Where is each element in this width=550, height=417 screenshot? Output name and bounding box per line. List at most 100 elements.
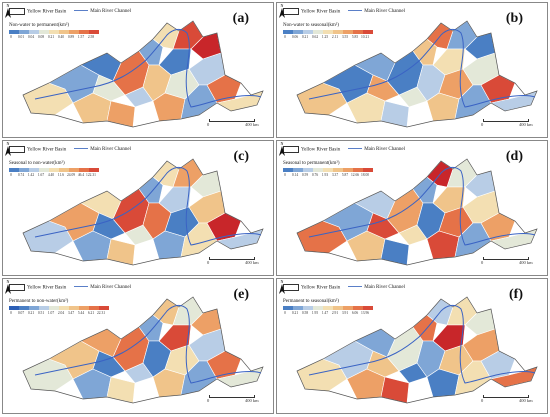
ramp-swatch [39,30,49,34]
ramp-swatch [343,30,353,34]
basin-outline [22,296,264,404]
ramp-swatch [293,168,303,172]
basin-swatch [283,146,299,153]
ramp-swatch [59,30,69,34]
color-scale-title: Seasonal to permanent(km²) [283,161,340,166]
ramp-swatch [79,168,89,172]
channel-swatch [348,148,363,150]
legend-channel: Main River Channel [348,285,405,290]
ramp-swatch [303,306,313,310]
sub-basin-region [106,100,136,128]
ramp-break-label: 11.6 [57,173,65,177]
ramp-break-label: 0.07 [17,311,25,315]
north-arrow-shape [5,8,11,18]
color-scale-title: Seasonal to non-water(km²) [9,161,65,166]
ramp-swatch [79,306,89,310]
ramp-break-label: 1.42 [27,173,35,177]
legend-channel-label: Main River Channel [364,9,406,14]
scale-bar: 0 400 km [207,395,263,407]
basin-swatch [283,284,299,291]
ramp-break-label: 24.09 [66,173,76,177]
color-scale-title: Non-water to seasonal(km²) [283,23,339,28]
ramp-break-label: 0.21 [47,35,55,39]
sub-basin-region [366,74,400,102]
basin-outline [296,296,538,404]
ramp-swatch [353,168,363,172]
ramp-swatch [29,30,39,34]
map-panel: Yellow River Basin Main River Channel Seas… [276,140,548,276]
basin-map [22,296,264,404]
color-ramp [9,30,99,34]
ramp-break-label: 0.76 [311,173,319,177]
legend-basin: Yellow River Basin [9,8,66,15]
ramp-swatch [293,30,303,34]
sub-basin-region [206,74,242,104]
channel-swatch [74,10,89,12]
ramp-swatch [9,168,19,172]
ramp-break-label: 122.31 [86,173,96,177]
panel-label: (b) [505,11,523,26]
scale-distance-label: 400 km [519,122,533,127]
ramp-swatch [29,168,39,172]
basin-swatch [283,8,299,15]
sub-basin-region [92,212,126,240]
north-label: N [281,141,284,146]
north-label: N [7,141,10,146]
legend-basin: Yellow River Basin [9,146,66,153]
north-label: N [281,3,284,8]
ramp-swatch [49,306,59,310]
sub-basin-region [480,74,516,104]
sub-basin-region [380,376,410,404]
map-panel: Yellow River Basin Main River Channel Non-… [276,2,548,138]
north-label: N [7,3,10,8]
ramp-break-label: 3.91 [341,311,349,315]
map-legend: Yellow River Basin Main River Channel [9,146,131,153]
ramp-break-label: 0 [10,35,12,39]
scale-bar: 0 400 km [481,395,537,407]
scale-bar: 0 400 km [481,119,537,131]
ramp-swatch [323,30,333,34]
ramp-break-label: 1.07 [47,311,55,315]
scale-zero-label: 0 [481,122,484,127]
ramp-swatch [19,168,29,172]
basin-swatch [9,284,25,291]
ramp-swatch [323,306,333,310]
north-label: N [281,279,284,284]
ramp-break-label: 0.58 [301,311,309,315]
color-ramp [283,168,373,172]
ramp-break-label: 0.21 [301,35,309,39]
map-panel: Yellow River Basin Main River Channel Perm… [2,278,274,414]
panel-label: (c) [233,149,249,164]
ramp-break-label: 0.14 [291,173,299,177]
ramp-break-label: 0.74 [17,173,25,177]
scale-bar-line [209,257,255,260]
basin-outline [22,20,264,128]
ramp-break-label: 0.21 [27,311,35,315]
ramp-labels: 0 0.14 0.59 0.76 1.93 3.37 5.87 12.66 18.00 [280,173,370,177]
scale-distance-label: 400 km [245,260,259,265]
sub-basin-region [106,376,136,404]
color-ramp [283,30,373,34]
ramp-break-label: 10.21 [360,35,370,39]
legend-channel: Main River Channel [348,9,405,14]
basin-swatch [9,8,25,15]
ramp-break-label: 0.62 [311,35,319,39]
ramp-break-label: 18.00 [360,173,370,177]
ramp-swatch [363,30,373,34]
main-river-channel [308,166,536,246]
ramp-swatch [313,168,323,172]
ramp-labels: 0 0.07 0.21 0.51 1.07 2.04 3.47 5.44 6.21 22.31 [6,311,106,315]
basin-map [22,20,264,128]
ramp-swatch [283,306,293,310]
ramp-break-label: 1.93 [321,173,329,177]
scale-zero-label: 0 [207,122,210,127]
scale-zero-label: 0 [481,398,484,403]
ramp-break-label: 4.40 [47,173,55,177]
north-arrow-shape [279,8,285,18]
ramp-break-label: 12.66 [350,173,360,177]
ramp-labels: 0 0.74 1.42 1.67 4.40 11.6 24.09 46.4 122.31 [6,173,96,177]
sub-basin-region [380,238,410,266]
sub-basin-region [480,350,516,380]
legend-basin-label: Yellow River Basin [27,147,67,153]
